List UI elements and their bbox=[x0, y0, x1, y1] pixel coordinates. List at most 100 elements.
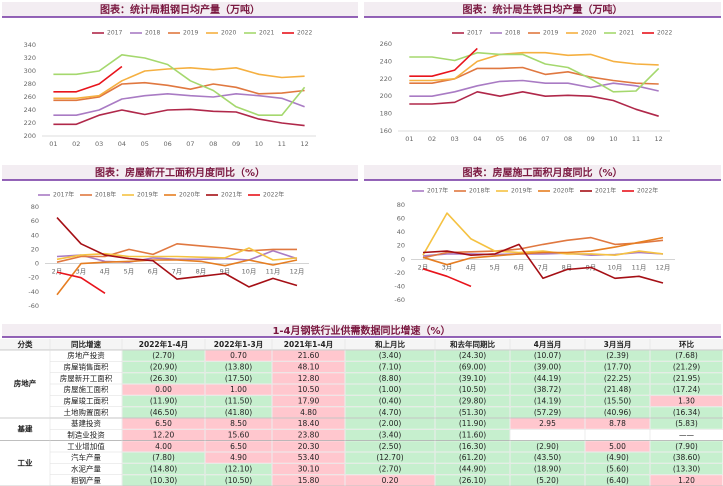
cell-bg bbox=[122, 407, 205, 418]
legend-label: 2018年 bbox=[95, 191, 116, 199]
y-tick-label: 20 bbox=[397, 242, 405, 250]
cell-bg bbox=[435, 418, 510, 429]
row-label: 汽车产量 bbox=[71, 452, 101, 462]
series-line bbox=[53, 54, 306, 116]
cell-value: (10.07) bbox=[534, 351, 561, 360]
cell-value: 0.20 bbox=[382, 476, 399, 485]
x-tick-label: 08 bbox=[209, 140, 217, 148]
cell-bg bbox=[122, 384, 205, 395]
x-tick-label: 11月 bbox=[266, 268, 281, 276]
x-tick-label: 10 bbox=[255, 140, 263, 148]
cell-bg bbox=[650, 418, 723, 429]
column-header: 同比增速 bbox=[71, 339, 101, 349]
cell-bg bbox=[585, 395, 650, 407]
chart-title: 图表：统计局粗钢日均产量（万吨） bbox=[100, 3, 260, 16]
cell-bg bbox=[345, 463, 435, 475]
y-tick-label: 320 bbox=[24, 54, 36, 62]
y-tick-label: 20 bbox=[31, 245, 39, 253]
cell-bg bbox=[650, 441, 723, 452]
series-line bbox=[422, 212, 664, 256]
cell-bg bbox=[122, 361, 205, 373]
cell-bg bbox=[435, 395, 510, 407]
cell-value: (0.40) bbox=[379, 397, 402, 406]
cell-bg bbox=[585, 475, 650, 486]
x-tick-label: 04 bbox=[473, 135, 481, 143]
legend-label: 2022年 bbox=[637, 187, 658, 195]
y-tick-label: 260 bbox=[380, 40, 392, 48]
cell-value: 18.40 bbox=[298, 419, 320, 428]
cell-value: (10.30) bbox=[150, 476, 177, 485]
chart-title: 1-4月钢铁行业供需数据同比增速（%） bbox=[272, 324, 450, 337]
cell-value: 4.90 bbox=[230, 453, 247, 462]
x-tick-label: 5月 bbox=[490, 263, 501, 271]
series-line bbox=[56, 243, 297, 263]
series-line bbox=[53, 93, 305, 116]
cell-value: 8.78 bbox=[609, 419, 626, 428]
x-tick-label: 12月 bbox=[290, 268, 305, 276]
legend-label: 2021 bbox=[619, 30, 634, 37]
cell-value: (44.90) bbox=[459, 465, 486, 474]
cell-bg bbox=[205, 350, 272, 361]
cell-value: (44.19) bbox=[534, 374, 561, 383]
column-header: 分类 bbox=[18, 339, 33, 349]
cell-value: 6.50 bbox=[230, 442, 247, 451]
series-line bbox=[53, 81, 305, 102]
cell-bg bbox=[272, 441, 345, 452]
cell-value: 48.10 bbox=[298, 363, 320, 372]
x-tick-label: 7月 bbox=[538, 263, 549, 271]
cell-bg bbox=[345, 384, 435, 395]
y-tick-label: 80 bbox=[397, 201, 405, 209]
title-bar bbox=[364, 165, 721, 180]
cell-bg bbox=[650, 463, 723, 475]
cell-bg bbox=[272, 395, 345, 407]
y-tick-label: 60 bbox=[397, 215, 405, 223]
y-tick-label: -20 bbox=[394, 269, 405, 277]
cell-value: (11.60) bbox=[459, 431, 486, 440]
cell-bg bbox=[345, 350, 435, 361]
cell-value: (41.80) bbox=[225, 408, 252, 417]
x-tick-label: 06 bbox=[519, 135, 527, 143]
cell-value: 12.20 bbox=[153, 431, 175, 440]
y-tick-label: 0 bbox=[35, 260, 39, 268]
y-tick-label: 60 bbox=[31, 217, 39, 225]
row-label: 粗钢产量 bbox=[71, 475, 101, 485]
y-tick-label: 260 bbox=[24, 93, 36, 101]
legend-label: 2021年 bbox=[595, 187, 616, 195]
cell-value: 17.90 bbox=[298, 397, 320, 406]
cell-bg bbox=[585, 418, 650, 429]
cell-value: (38.72) bbox=[534, 385, 561, 394]
series-line bbox=[56, 217, 298, 288]
y-tick-label: 340 bbox=[24, 41, 36, 49]
cell-value: (2.50) bbox=[379, 442, 402, 451]
row-label: 房屋销售面积 bbox=[64, 362, 109, 372]
cell-bg bbox=[122, 475, 205, 486]
cell-bg bbox=[435, 475, 510, 486]
legend-label: 2018 bbox=[505, 30, 520, 37]
legend-label: 2018年 bbox=[469, 187, 490, 195]
legend-label: 2020 bbox=[581, 30, 596, 37]
column-header: 2022年1-4月 bbox=[139, 339, 188, 349]
cell-value: (10.50) bbox=[225, 476, 252, 485]
series-line bbox=[422, 236, 664, 266]
cell-value: (57.29) bbox=[534, 408, 561, 417]
title-bar bbox=[2, 2, 358, 17]
cell-value: 2.95 bbox=[539, 419, 556, 428]
cell-bg bbox=[585, 384, 650, 395]
y-tick-label: 0 bbox=[401, 255, 405, 263]
cell-value: (7.80) bbox=[152, 453, 175, 462]
legend-label: 2017年 bbox=[427, 187, 448, 195]
x-tick-label: 4月 bbox=[466, 263, 477, 271]
cell-value: 20.30 bbox=[298, 442, 320, 451]
legend-label: 2017 bbox=[107, 30, 122, 37]
series-line bbox=[409, 91, 659, 117]
cell-bg bbox=[345, 407, 435, 418]
x-tick-label: 7月 bbox=[172, 268, 183, 276]
cell-value: (22.25) bbox=[604, 374, 631, 383]
y-tick-label: 220 bbox=[380, 75, 392, 83]
cell-bg bbox=[345, 475, 435, 486]
cell-bg bbox=[345, 418, 435, 429]
series-line bbox=[56, 259, 298, 296]
cell-bg bbox=[272, 373, 345, 384]
cell-bg bbox=[345, 441, 435, 452]
cell-value: (2.90) bbox=[536, 442, 559, 451]
